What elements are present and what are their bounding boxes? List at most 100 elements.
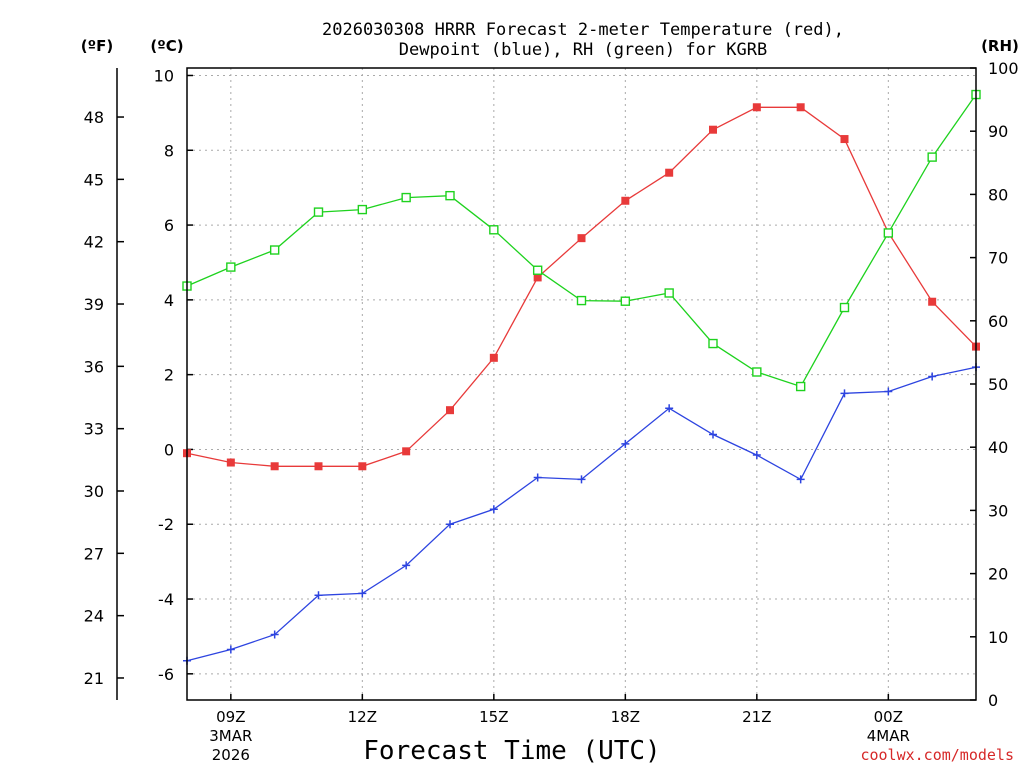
temperature-point <box>665 168 674 177</box>
x-tick-label: 09Z <box>216 708 245 726</box>
rh-point <box>489 225 499 235</box>
temperature-point <box>314 462 323 471</box>
rh-point <box>839 302 850 313</box>
celsius-tick-label: 4 <box>164 291 174 310</box>
x-tick-year-label: 2026 <box>212 746 250 764</box>
dewpoint-point <box>752 451 761 460</box>
rh-point <box>313 207 324 217</box>
dewpoint-point <box>226 645 235 654</box>
celsius-unit-label: (ºC) <box>150 37 183 55</box>
rh-point <box>795 381 806 392</box>
x-tick-label: 21Z <box>742 708 771 726</box>
dewpoint-point <box>489 505 498 514</box>
rh-point <box>752 367 762 377</box>
fahrenheit-tick-label: 42 <box>84 233 104 252</box>
grid-layer <box>187 68 976 700</box>
rh-tick-label: 70 <box>988 249 1008 268</box>
dewpoint-point <box>314 591 323 600</box>
temperature-point <box>402 447 411 456</box>
x-tick-label: 12Z <box>348 708 377 726</box>
celsius-tick-label: 6 <box>164 216 174 235</box>
rh-point <box>883 228 894 238</box>
rh-tick-label: 0 <box>988 691 998 710</box>
x-tick-date-label: 3MAR <box>209 727 252 745</box>
dewpoint-point <box>928 372 937 381</box>
temperature-point <box>446 406 454 415</box>
temperature-point <box>752 103 761 112</box>
dewpoint-point <box>796 475 805 484</box>
rh-unit-label: (RH) <box>981 37 1019 55</box>
fahrenheit-tick-label: 36 <box>84 357 104 376</box>
temperature-point <box>621 196 630 205</box>
dewpoint-line <box>186 366 977 662</box>
dewpoint-series <box>183 363 980 665</box>
rh-point <box>927 152 937 162</box>
rh-tick-label: 40 <box>988 438 1008 457</box>
rh-tick-label: 90 <box>988 122 1008 141</box>
temperature-point <box>709 125 717 134</box>
rh-tick-label: 20 <box>988 565 1008 584</box>
x-tick-label: 00Z <box>874 708 903 726</box>
celsius-tick-label: 2 <box>164 366 174 385</box>
temperature-point <box>226 458 235 467</box>
dewpoint-point <box>533 473 542 482</box>
credit-text: coolwx.com/models <box>860 746 1014 764</box>
x-tick-label: 15Z <box>479 708 508 726</box>
fahrenheit-tick-label: 48 <box>84 108 104 127</box>
temperature-point <box>489 353 498 362</box>
temperature-point <box>533 273 542 282</box>
x-axis-title: Forecast Time (UTC) <box>363 736 660 766</box>
rh-point <box>620 296 631 306</box>
rh-point <box>401 192 411 203</box>
celsius-tick-label: 0 <box>164 440 174 459</box>
dewpoint-point <box>709 430 717 439</box>
celsius-tick-label: 10 <box>154 66 174 85</box>
rh-point <box>445 190 455 201</box>
temperature-point <box>796 103 805 112</box>
temperature-point <box>928 297 937 306</box>
rh-series <box>182 89 981 392</box>
celsius-tick-label: -2 <box>158 515 174 534</box>
rh-tick-label: 50 <box>988 375 1008 394</box>
x-tick-date-label: 4MAR <box>867 727 910 745</box>
rh-point <box>357 204 368 215</box>
fahrenheit-tick-label: 33 <box>84 420 104 439</box>
temperature-point <box>840 135 849 144</box>
fahrenheit-tick-label: 21 <box>84 669 104 688</box>
chart-title-line2: Dewpoint (blue), RH (green) for KGRB <box>399 40 767 60</box>
fahrenheit-tick-label: 27 <box>84 544 104 563</box>
rh-point <box>226 262 236 272</box>
fahrenheit-tick-label: 30 <box>84 482 104 501</box>
dewpoint-point <box>402 561 411 570</box>
temperature-point <box>270 462 279 471</box>
temperature-series <box>183 103 980 471</box>
rh-tick-label: 100 <box>988 59 1019 78</box>
rh-point <box>269 245 280 255</box>
x-tick-label: 18Z <box>611 708 640 726</box>
dewpoint-point <box>270 630 279 639</box>
rh-tick-label: 60 <box>988 312 1008 331</box>
fahrenheit-tick-label: 24 <box>84 607 104 626</box>
dewpoint-point <box>840 389 849 398</box>
celsius-tick-label: -4 <box>158 590 174 609</box>
dewpoint-point <box>358 589 367 598</box>
temperature-point <box>358 462 367 471</box>
rh-point <box>576 295 587 306</box>
rh-point <box>532 265 543 275</box>
temperature-line <box>186 106 977 467</box>
temperature-point <box>577 234 586 243</box>
celsius-tick-label: -6 <box>158 665 174 684</box>
chart-title-line1: 2026030308 HRRR Forecast 2-meter Tempera… <box>322 20 844 40</box>
dewpoint-point <box>446 520 454 529</box>
axis-layer: -6-4-20246810212427303336394245480102030… <box>84 59 1019 764</box>
celsius-tick-label: 8 <box>164 141 174 160</box>
rh-tick-label: 30 <box>988 501 1008 520</box>
fahrenheit-tick-label: 45 <box>84 170 104 189</box>
fahrenheit-unit-label: (ºF) <box>81 37 113 55</box>
dewpoint-point <box>577 475 586 484</box>
rh-tick-label: 10 <box>988 628 1008 647</box>
plot-frame <box>186 67 977 701</box>
rh-tick-label: 80 <box>988 185 1008 204</box>
rh-point <box>708 338 718 349</box>
